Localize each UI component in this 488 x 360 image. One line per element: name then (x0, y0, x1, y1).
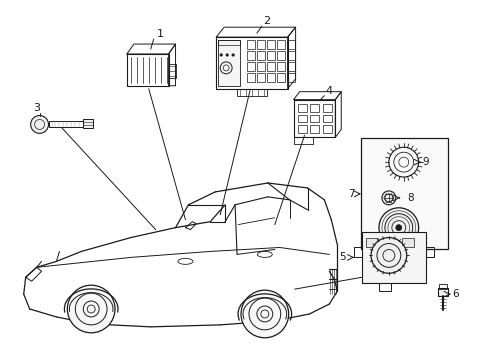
Bar (266, 51, 274, 60)
Text: 8: 8 (407, 193, 413, 203)
Bar (127, 54, 168, 86)
Circle shape (370, 238, 406, 273)
Bar (218, 40, 240, 86)
Bar (383, 238, 395, 247)
Bar (297, 104, 306, 112)
Bar (353, 247, 361, 257)
Bar (286, 73, 294, 82)
Text: 9: 9 (422, 157, 428, 167)
Bar (276, 73, 284, 82)
Bar (256, 73, 264, 82)
Bar (276, 62, 284, 71)
Bar (310, 125, 319, 133)
Bar (401, 238, 413, 247)
Bar (246, 51, 254, 60)
Bar (323, 114, 332, 122)
Text: 6: 6 (451, 289, 458, 299)
Bar (256, 51, 264, 60)
Text: 5: 5 (338, 252, 345, 262)
Text: 7: 7 (347, 189, 354, 199)
Bar (310, 104, 319, 112)
Bar (246, 62, 254, 71)
Bar (297, 125, 306, 133)
Bar (237, 89, 266, 96)
Circle shape (231, 54, 234, 56)
Bar (276, 51, 284, 60)
Circle shape (220, 54, 222, 56)
Bar (246, 40, 254, 49)
Bar (378, 283, 390, 291)
Bar (216, 37, 287, 89)
Bar (310, 114, 319, 122)
Bar (256, 62, 264, 71)
Bar (323, 104, 332, 112)
Bar (218, 40, 240, 45)
Circle shape (241, 290, 288, 338)
Circle shape (395, 225, 401, 231)
Text: 4: 4 (325, 86, 332, 96)
Circle shape (31, 116, 48, 133)
Bar (83, 120, 93, 129)
Bar (361, 231, 425, 283)
Bar (256, 40, 264, 49)
Text: 3: 3 (33, 103, 40, 113)
Bar (439, 284, 447, 289)
Bar (286, 51, 294, 60)
Bar (425, 247, 433, 257)
Bar (323, 125, 332, 133)
Bar (438, 288, 447, 296)
Circle shape (225, 54, 228, 56)
Bar (48, 121, 83, 127)
Bar (168, 64, 175, 78)
Bar (266, 40, 274, 49)
Bar (286, 40, 294, 49)
Bar (297, 114, 306, 122)
Bar (246, 73, 254, 82)
Bar (366, 238, 377, 247)
Bar (266, 62, 274, 71)
Bar (293, 100, 335, 137)
Bar (360, 138, 447, 249)
Bar (276, 40, 284, 49)
Bar (286, 62, 294, 71)
Text: 1: 1 (157, 29, 164, 39)
Circle shape (381, 191, 395, 205)
Circle shape (378, 208, 418, 247)
Circle shape (67, 285, 115, 333)
Bar (266, 73, 274, 82)
Text: 2: 2 (263, 16, 270, 26)
Bar (293, 137, 313, 144)
